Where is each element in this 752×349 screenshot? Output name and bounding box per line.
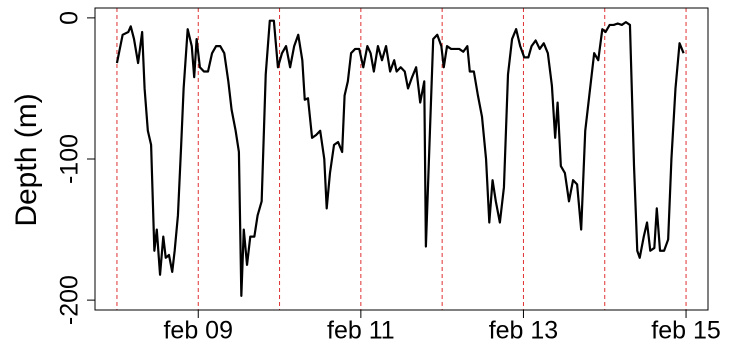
y-axis-label: Depth (m) bbox=[10, 93, 43, 226]
depth-line bbox=[115, 19, 685, 297]
x-tick-label: feb 15 bbox=[651, 317, 721, 345]
y-tick-label: -100 bbox=[56, 134, 84, 184]
x-tick-label: feb 13 bbox=[489, 317, 559, 345]
x-tick-label: feb 09 bbox=[163, 317, 233, 345]
y-tick-label: -200 bbox=[56, 275, 84, 325]
x-tick-label: feb 11 bbox=[327, 317, 395, 345]
y-tick-label: 0 bbox=[56, 11, 84, 25]
